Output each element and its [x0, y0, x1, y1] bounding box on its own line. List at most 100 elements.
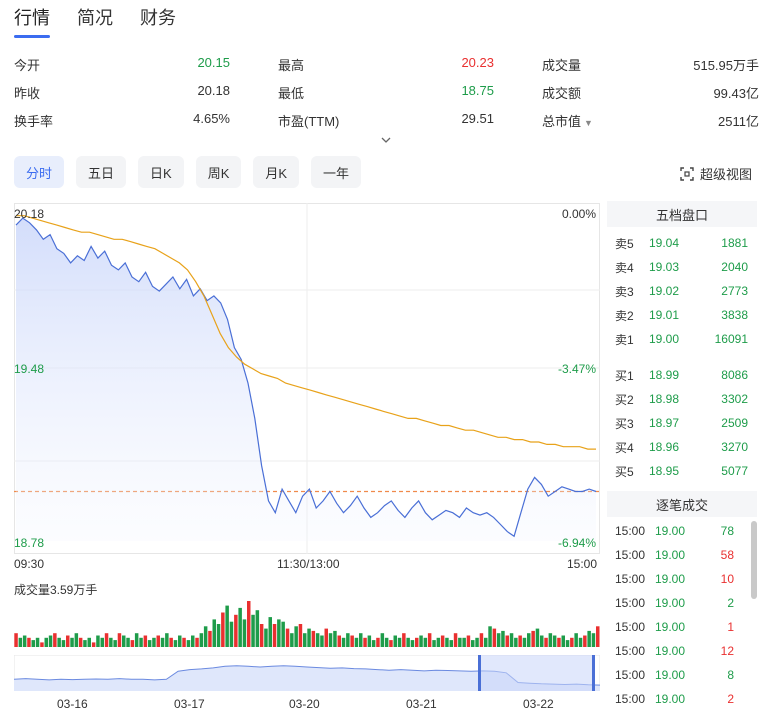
volume-bar [182, 637, 186, 647]
bid-row: 买2 18.98 3302 [607, 387, 757, 411]
volume-bar [44, 637, 48, 647]
tab-profile[interactable]: 简况 [77, 8, 113, 28]
tab-market[interactable]: 行情 [14, 2, 50, 38]
period-one-year[interactable]: 一年 [311, 156, 362, 188]
period-intraday[interactable]: 分时 [14, 156, 65, 188]
order-level-label: 买3 [615, 416, 634, 431]
volume-bar [126, 637, 130, 647]
volume-bar [557, 637, 561, 647]
order-book-title: 五档盘口 [607, 201, 757, 227]
scrollbar[interactable] [751, 521, 757, 599]
volume-bar [333, 630, 337, 647]
tab-finance[interactable]: 财务 [140, 8, 176, 28]
stat-low: 最低 18.75 [278, 82, 494, 101]
volume-bar [367, 635, 372, 647]
order-price: 18.96 [649, 440, 680, 454]
volume-bar [350, 635, 354, 647]
navigator-area [14, 665, 600, 691]
volume-bar [87, 637, 91, 647]
bid-row: 买3 18.97 2509 [607, 411, 757, 435]
volume-bar [346, 633, 350, 647]
volume-bar [272, 624, 277, 647]
volume-bar [496, 633, 501, 647]
volume-bar [130, 640, 135, 647]
order-price: 19.01 [649, 308, 680, 322]
volume-bar [134, 633, 139, 647]
tick-volume: 78 [720, 524, 734, 538]
order-volume: 1881 [721, 236, 748, 250]
volume-chart[interactable] [14, 597, 600, 647]
volume-bar [311, 630, 316, 647]
order-volume: 16091 [714, 332, 748, 346]
price-bottom-label: 18.78 [14, 536, 45, 550]
intraday-chart[interactable] [14, 203, 600, 558]
tick-row: 15:00 19.00 58 [607, 543, 757, 567]
time-navigator[interactable] [14, 655, 600, 691]
ticks-title: 逐笔成交 [607, 491, 757, 517]
volume-bar [402, 633, 406, 647]
price-top-label: 20.18 [14, 207, 45, 221]
volume-bar [290, 633, 294, 647]
volume-bar [251, 614, 255, 647]
ticks-list[interactable]: 15:00 19.00 78 15:00 19.00 58 15:00 19.00 10 15:0… [607, 517, 757, 711]
super-view-button[interactable]: 超级视图 [680, 164, 752, 183]
time-start-label: 09:30 [14, 557, 45, 571]
volume-bar [268, 617, 272, 647]
order-volume: 3838 [721, 308, 748, 322]
tick-time: 15:00 [615, 644, 646, 658]
dropdown-triangle-icon: ▼ [584, 117, 593, 128]
tick-row: 15:00 19.00 12 [607, 639, 757, 663]
volume-bar [191, 635, 195, 647]
volume-bar [570, 637, 574, 647]
volume-bar [27, 637, 31, 647]
tick-volume: 10 [720, 572, 734, 586]
volume-bar [31, 640, 35, 647]
volume-bar [160, 637, 165, 647]
volume-bar [247, 601, 251, 647]
volume-bar [354, 637, 359, 647]
tick-price: 19.00 [655, 668, 686, 682]
volume-bar [596, 626, 600, 647]
tick-price: 19.00 [655, 548, 686, 562]
nav-date-label: 03-17 [174, 697, 205, 711]
volume-bar [208, 630, 212, 647]
bid-row: 买1 18.99 8086 [607, 363, 757, 387]
volume-bar [298, 624, 303, 647]
stat-market-cap[interactable]: 总市值 ▼ 2511亿 [542, 113, 759, 129]
volume-bar [57, 637, 61, 647]
volume-bar [384, 637, 389, 647]
volume-bar [466, 635, 471, 647]
volume-bar [501, 630, 505, 647]
period-5day[interactable]: 五日 [76, 156, 127, 188]
tick-row: 15:00 19.00 2 [607, 687, 757, 711]
volume-bar [341, 637, 346, 647]
volume-bar [328, 633, 333, 647]
volume-bar [522, 637, 527, 647]
tick-volume: 12 [720, 644, 734, 658]
bid-row: 买4 18.96 3270 [607, 435, 757, 459]
order-level-label: 卖4 [615, 260, 634, 275]
volume-bar [156, 635, 160, 647]
order-level-label: 买1 [615, 368, 634, 383]
tick-price: 19.00 [655, 596, 686, 610]
period-monthly-k[interactable]: 月K [253, 156, 300, 188]
period-daily-k[interactable]: 日K [138, 156, 184, 188]
chevron-down-icon[interactable] [380, 134, 392, 146]
volume-bar [410, 640, 415, 647]
tick-volume: 1 [727, 620, 734, 634]
volume-bar [259, 624, 264, 647]
navigator-handle-left [478, 655, 481, 691]
volume-bar [574, 633, 578, 647]
order-level-label: 买2 [615, 392, 634, 407]
period-weekly-k[interactable]: 周K [195, 156, 242, 188]
volume-bar [484, 637, 488, 647]
volume-bar [514, 637, 518, 647]
volume-bar [147, 640, 152, 647]
stat-high: 最高 20.23 [278, 54, 494, 73]
volume-bar [315, 633, 320, 647]
volume-bar [195, 637, 199, 647]
tick-volume: 58 [720, 548, 734, 562]
tick-time: 15:00 [615, 692, 646, 706]
ask-row: 卖2 19.01 3838 [607, 303, 757, 327]
price-area [16, 218, 596, 541]
